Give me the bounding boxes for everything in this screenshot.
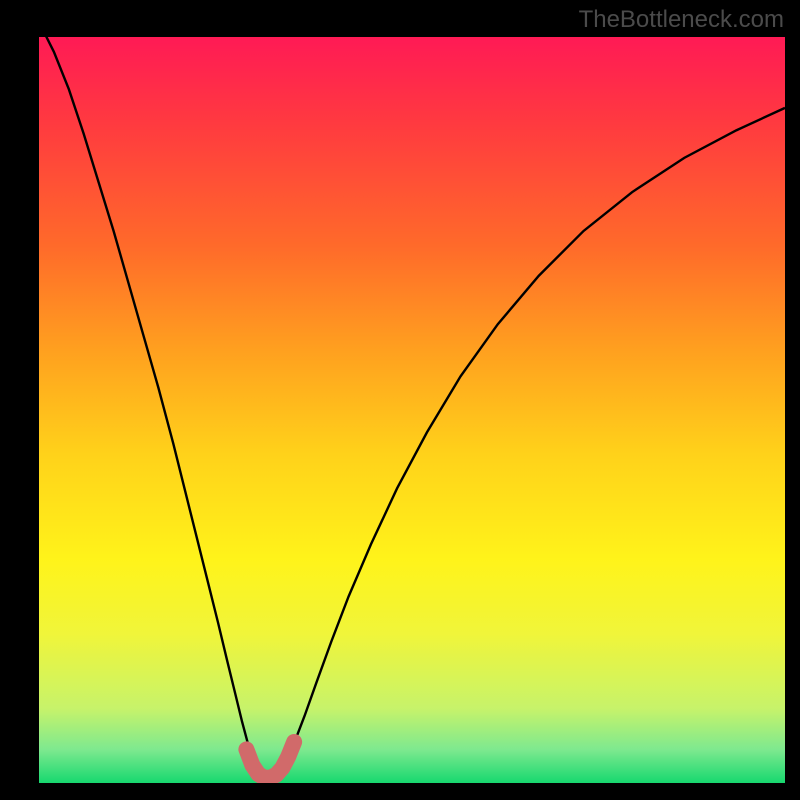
main-curve <box>43 37 785 778</box>
watermark-text: TheBottleneck.com <box>579 6 784 34</box>
accent-u-marker <box>246 742 294 778</box>
plot-area <box>39 37 785 783</box>
chart-overlay <box>39 37 785 783</box>
stage: TheBottleneck.com <box>0 0 800 800</box>
